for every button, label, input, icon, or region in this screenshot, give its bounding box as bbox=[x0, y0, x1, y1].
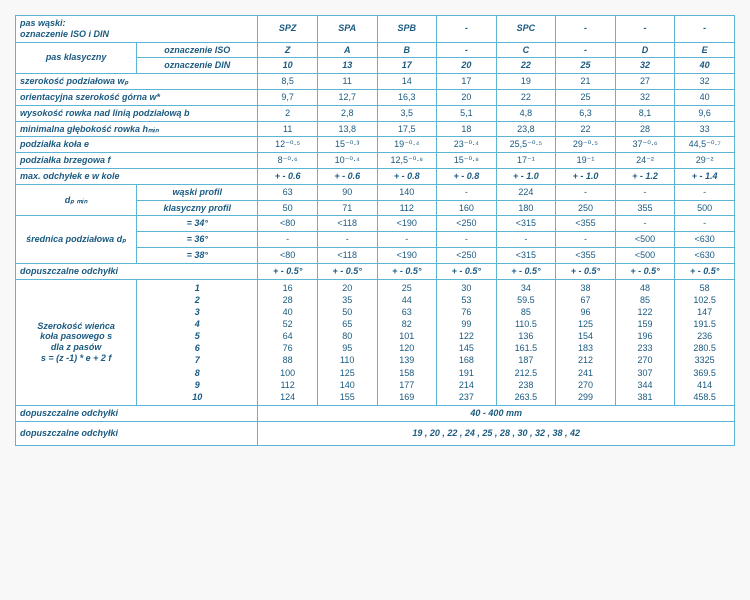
row-wieniec: Szerokość wieńca koła pasowego s dla z p… bbox=[16, 279, 735, 405]
col-spb: SPB bbox=[377, 16, 437, 43]
row-max-e: max. odchyłek e w kole+ - 0.6+ - 0.6+ - … bbox=[16, 168, 735, 184]
col-spa: SPA bbox=[317, 16, 377, 43]
wieniec-label: Szerokość wieńca koła pasowego s dla z p… bbox=[16, 279, 137, 405]
row-wstar: orientacyjna szerokość górna w*9,712,716… bbox=[16, 89, 735, 105]
row-e: podziałka koła e12⁻⁰·⁵15⁻⁰·³19⁻⁰·⁴23⁻⁰·⁴… bbox=[16, 137, 735, 153]
data-table: pas wąski: oznaczenie ISO i DINSPZSPASPB… bbox=[15, 15, 735, 446]
row-dpmin-1: dₚ ₘᵢₙwąski profil6390140-224--- bbox=[16, 184, 735, 200]
row-hmin: minimalna głębokość rowka hₘᵢₙ1113,817,5… bbox=[16, 121, 735, 137]
label: pas klasyczny bbox=[16, 42, 137, 74]
label: pas wąski: oznaczenie ISO i DIN bbox=[16, 16, 258, 43]
header-row-1: pas wąski: oznaczenie ISO i DINSPZSPASPB… bbox=[16, 16, 735, 43]
belt-groove-table: pas wąski: oznaczenie ISO i DINSPZSPASPB… bbox=[15, 15, 735, 446]
row-dop3: dopuszczalne odchyłki19 , 20 , 22 , 24 ,… bbox=[16, 421, 735, 445]
col-spc: SPC bbox=[496, 16, 556, 43]
row-dop1: dopuszczalne odchyłki+ - 0.5°+ - 0.5°+ -… bbox=[16, 263, 735, 279]
col-spz: SPZ bbox=[258, 16, 318, 43]
row-dop2: dopuszczalne odchyłki40 - 400 mm bbox=[16, 405, 735, 421]
row-srednica-1: średnica podziałowa dₚ= 34°<80<118<190<2… bbox=[16, 216, 735, 232]
header-row-2a: pas klasycznyoznaczenie ISOZAB-C-DE bbox=[16, 42, 735, 58]
row-f: podziałka brzegowa f8⁻⁰·⁶10⁻⁰·⁴12,5⁻⁰·⁸1… bbox=[16, 153, 735, 169]
row-wp: szerokość podziałowa wₚ8,511141719212732 bbox=[16, 74, 735, 90]
wieniec-index: 1 2 3 4 5 6 7 8 9 10 bbox=[137, 279, 258, 405]
row-b: wysokość rowka nad linią podziałową b22,… bbox=[16, 105, 735, 121]
